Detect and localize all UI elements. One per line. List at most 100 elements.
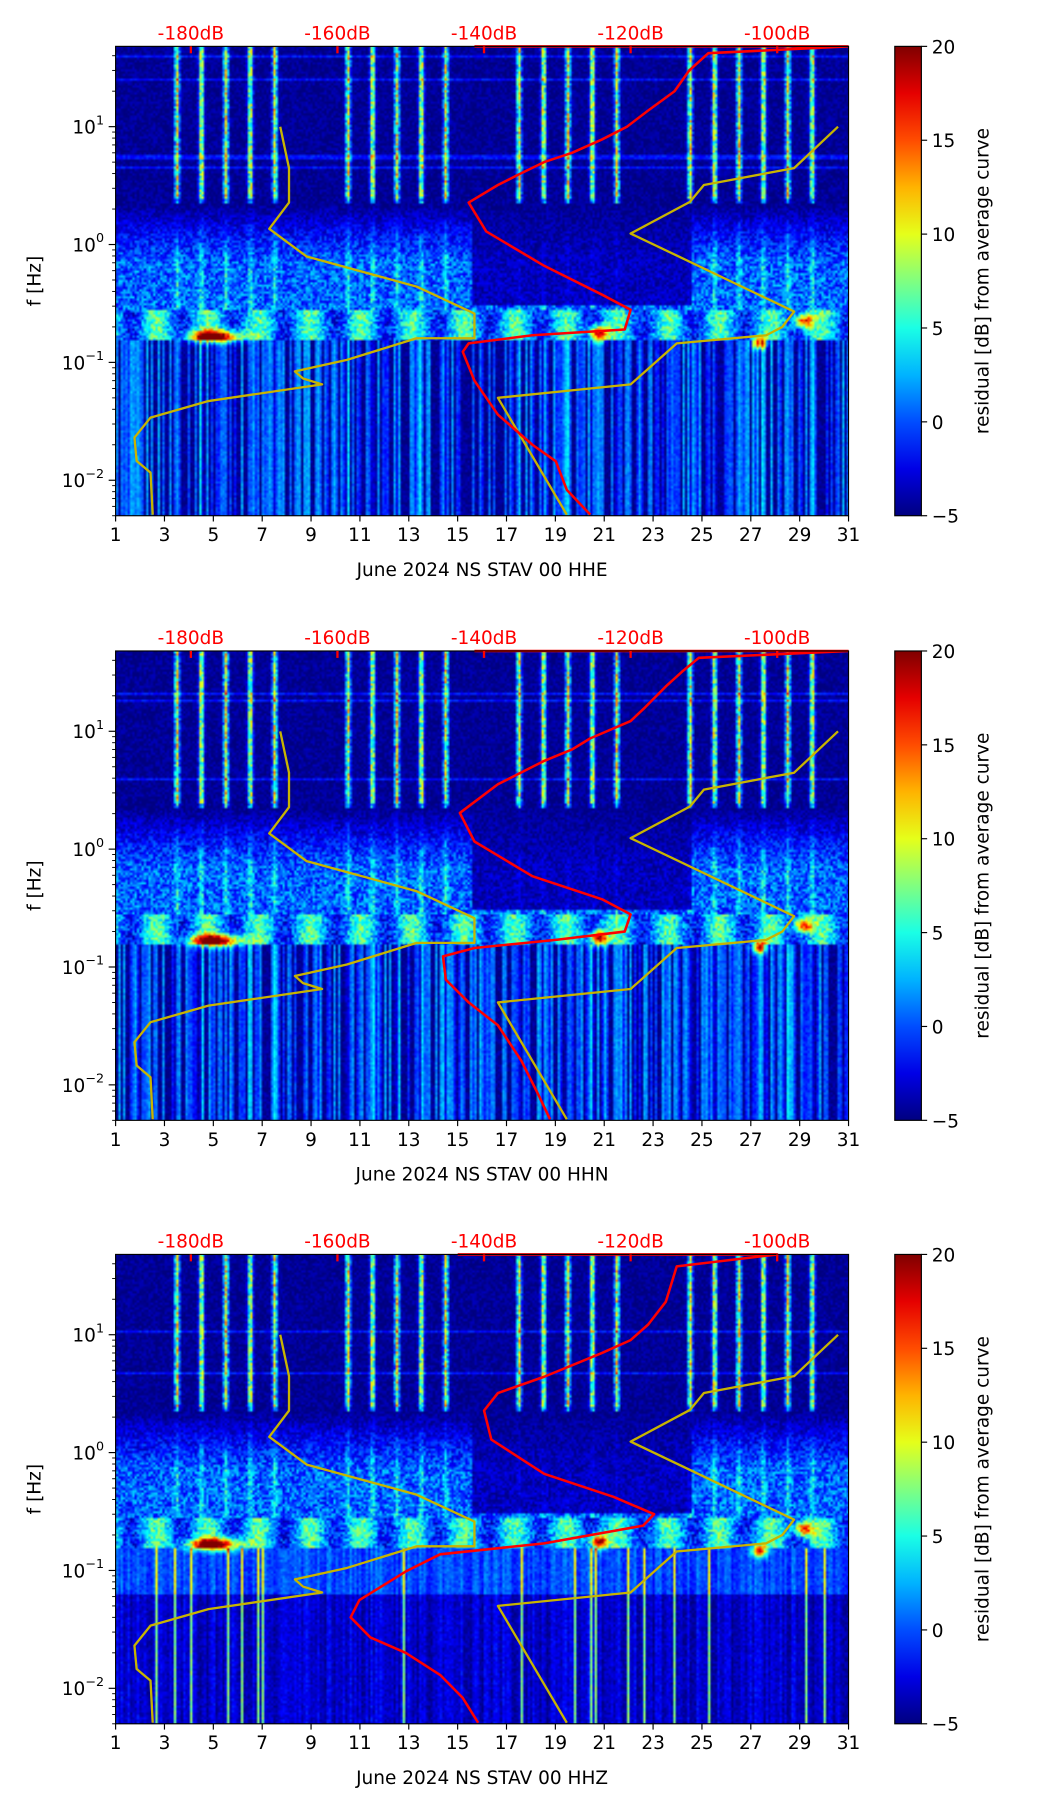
- colorbar-tick-label: −5: [932, 1715, 959, 1736]
- x-tick-label: 25: [690, 1733, 714, 1754]
- y-tick-exponent: 0: [96, 230, 104, 245]
- y-tick-label: 10−1: [62, 1556, 104, 1582]
- db-label: -140dB: [451, 23, 517, 44]
- y-tick-base: 10: [72, 235, 96, 256]
- db-label: -100dB: [744, 23, 810, 44]
- x-axis-label: June 2024 NS STAV 00 HHN: [355, 1164, 609, 1185]
- db-label: -180dB: [158, 1232, 224, 1253]
- colorbar-tick-label: 5: [932, 319, 944, 340]
- y-tick-exponent: 1: [96, 112, 104, 127]
- colorbar-tick-label: −5: [932, 507, 959, 528]
- high-model-curve: [496, 125, 839, 516]
- y-tick-exponent: 0: [96, 1438, 104, 1453]
- colorbar-label: residual [dB] from average curve: [972, 733, 993, 1039]
- x-axis-label: June 2024 NS STAV 00 HHE: [356, 560, 608, 581]
- colorbar-tick-label: 20: [932, 642, 956, 663]
- x-tick-label: 21: [592, 1130, 616, 1151]
- x-tick-label: 11: [348, 1130, 372, 1151]
- x-tick-label: 1: [110, 525, 122, 546]
- colorbar-tick-label: 15: [932, 131, 956, 152]
- y-tick-base: 10: [72, 118, 96, 139]
- colorbar-tick-label: 10: [932, 225, 956, 246]
- y-axis-label: f [Hz]: [24, 860, 45, 910]
- y-tick-exponent: 0: [96, 835, 104, 850]
- x-tick-label: 27: [739, 1130, 763, 1151]
- y-tick-exponent: 1: [96, 1320, 104, 1335]
- x-tick-label: 29: [788, 525, 812, 546]
- y-tick-exponent: −2: [85, 1674, 104, 1689]
- y-tick-base: 10: [72, 722, 96, 743]
- x-tick-label: 15: [446, 525, 470, 546]
- y-tick-exponent: −1: [85, 1556, 104, 1571]
- y-tick-label: 10−2: [62, 1674, 104, 1700]
- x-tick-label: 5: [207, 1733, 219, 1754]
- colorbar: [894, 650, 922, 1121]
- x-tick-label: 5: [207, 1130, 219, 1151]
- x-tick-label: 31: [837, 1130, 861, 1151]
- y-tick-exponent: −2: [85, 1071, 104, 1086]
- db-label: -140dB: [451, 1232, 517, 1253]
- y-axis-label: f [Hz]: [24, 256, 45, 306]
- y-tick-base: 10: [62, 1561, 86, 1582]
- x-tick-label: 19: [544, 1733, 568, 1754]
- colorbar-tick-label: 15: [932, 1339, 956, 1360]
- colorbar-tick-label: 10: [932, 830, 956, 851]
- x-tick-label: 13: [397, 1130, 421, 1151]
- curves: [133, 649, 849, 1120]
- x-axis-label: June 2024 NS STAV 00 HHZ: [355, 1768, 608, 1789]
- colorbar-tick-label: 5: [932, 1527, 944, 1548]
- colorbar-tick-label: −5: [932, 1111, 959, 1132]
- y-tick-base: 10: [62, 1679, 86, 1700]
- high-model-curve: [496, 730, 839, 1120]
- colorbar-label: residual [dB] from average curve: [972, 128, 993, 434]
- y-tick-label: 10−1: [62, 348, 104, 374]
- x-tick-label: 5: [207, 525, 219, 546]
- db-label: -120dB: [597, 1232, 663, 1253]
- x-tick-label: 7: [256, 525, 268, 546]
- y-tick-label: 10−1: [62, 953, 104, 979]
- x-tick-label: 9: [305, 1130, 317, 1151]
- spectrogram-image: [115, 46, 849, 516]
- colorbar: [894, 45, 922, 517]
- x-tick-label: 7: [256, 1733, 268, 1754]
- db-label: -140dB: [451, 628, 517, 649]
- plot-frame: [115, 1253, 850, 1725]
- y-tick-base: 10: [72, 1444, 96, 1465]
- colorbar-tick-label: 0: [932, 1017, 944, 1038]
- x-tick-label: 27: [739, 1733, 763, 1754]
- colorbar: [894, 1253, 922, 1725]
- y-tick-label: 10−2: [62, 1071, 104, 1097]
- db-label: -180dB: [158, 628, 224, 649]
- x-tick-label: 13: [397, 1733, 421, 1754]
- db-label: -160dB: [304, 628, 370, 649]
- y-tick-label: 100: [72, 835, 104, 861]
- x-tick-label: 11: [348, 525, 372, 546]
- x-tick-label: 25: [690, 1130, 714, 1151]
- x-tick-label: 23: [641, 1733, 665, 1754]
- colorbar-tick-label: 0: [932, 413, 944, 434]
- db-label: -160dB: [304, 1232, 370, 1253]
- db-label: -100dB: [744, 1232, 810, 1253]
- plot-frame: [115, 45, 850, 517]
- db-label: -120dB: [597, 628, 663, 649]
- y-tick-label: 101: [72, 717, 104, 743]
- spectrogram-image: [115, 1254, 849, 1724]
- curves: [133, 1253, 839, 1724]
- x-tick-label: 17: [495, 1130, 519, 1151]
- x-tick-label: 23: [641, 1130, 665, 1151]
- colorbar-label: residual [dB] from average curve: [972, 1336, 993, 1642]
- x-tick-label: 19: [544, 525, 568, 546]
- x-tick-label: 31: [837, 525, 861, 546]
- psd-curve: [441, 649, 849, 1120]
- colorbar-tick-label: 20: [932, 1245, 956, 1266]
- y-tick-base: 10: [72, 1326, 96, 1347]
- y-tick-exponent: −1: [85, 348, 104, 363]
- colorbar-tick-label: 10: [932, 1433, 956, 1454]
- y-tick-label: 10−2: [62, 466, 104, 492]
- spectrogram-image: [115, 650, 849, 1121]
- x-tick-label: 29: [788, 1733, 812, 1754]
- x-tick-label: 31: [837, 1733, 861, 1754]
